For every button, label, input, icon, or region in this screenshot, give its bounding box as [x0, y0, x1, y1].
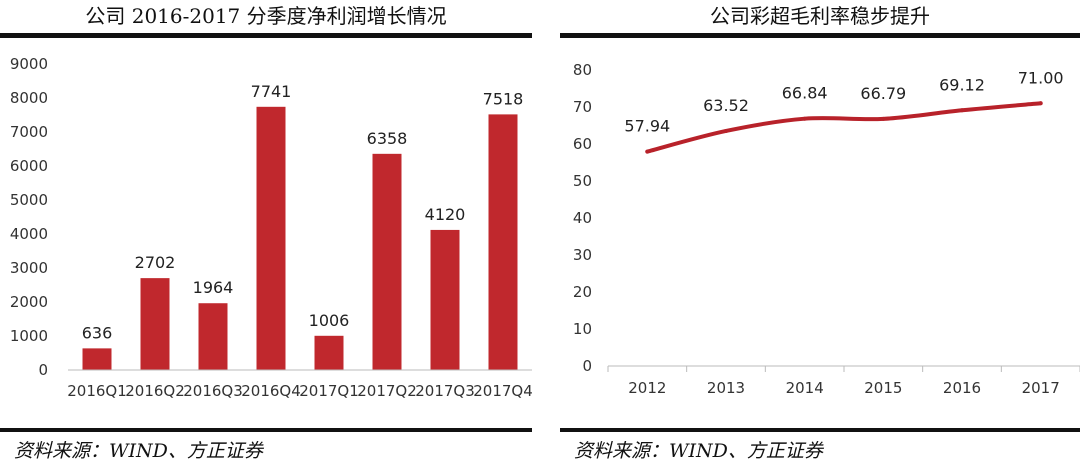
data-label: 1964	[193, 278, 234, 297]
x-tick-label: 2017Q1	[299, 382, 359, 400]
y-tick-label: 9000	[10, 55, 48, 73]
source-note: 资料来源：WIND、方正证券	[574, 440, 823, 462]
x-tick-label: 2017Q2	[357, 382, 417, 400]
x-tick-label: 2015	[864, 379, 902, 397]
data-label: 1006	[309, 311, 350, 330]
data-label: 66.84	[782, 84, 828, 103]
data-label: 63.52	[703, 96, 749, 115]
x-tick-label: 2016Q3	[183, 382, 243, 400]
source-note: 资料来源：WIND、方正证券	[14, 440, 263, 462]
bar	[198, 303, 228, 370]
y-tick-label: 0	[582, 357, 592, 375]
bar	[488, 114, 518, 370]
y-tick-label: 4000	[10, 225, 48, 243]
bottom-rule	[0, 428, 532, 432]
line-chart: 0 10 20 30 40 50 60 70 80 57.94 2012 63.52 2013 66.84…	[573, 61, 1080, 397]
bar	[82, 348, 112, 370]
x-tick-label: 2016Q4	[241, 382, 301, 400]
x-tick-label: 2016Q1	[67, 382, 127, 400]
y-tick-label: 60	[573, 135, 592, 153]
x-tick-label: 2017Q3	[415, 382, 475, 400]
data-point	[1038, 101, 1043, 106]
y-tick-label: 80	[573, 61, 592, 79]
y-tick-label: 3000	[10, 259, 48, 277]
y-tick-label: 2000	[10, 293, 48, 311]
bar	[430, 229, 460, 370]
data-label: 2702	[135, 253, 176, 272]
bar-chart-title: 公司 2016-2017 分季度净利润增长情况	[85, 4, 447, 28]
data-label: 7741	[251, 82, 292, 101]
data-label: 4120	[425, 205, 466, 224]
top-rule	[560, 33, 1080, 38]
x-tick-label: 2013	[707, 379, 745, 397]
bar-chart-panel: 公司 2016-2017 分季度净利润增长情况 0 1000 2000 3000 400…	[0, 0, 532, 466]
x-tick-label: 2017Q4	[473, 382, 532, 400]
bar	[256, 106, 286, 370]
x-tick-label: 2014	[786, 379, 824, 397]
series-line	[645, 101, 1043, 154]
data-label: 636	[82, 323, 113, 342]
y-tick-label: 20	[573, 283, 592, 301]
y-tick-label: 0	[38, 361, 48, 379]
x-tick-label: 2016	[943, 379, 981, 397]
y-tick-label: 8000	[10, 89, 48, 107]
y-tick-label: 10	[573, 320, 592, 338]
x-tick-label: 2016Q2	[125, 382, 185, 400]
y-tick-label: 5000	[10, 191, 48, 209]
data-point	[645, 149, 650, 154]
data-point	[960, 108, 964, 113]
y-tick-label: 50	[573, 172, 592, 190]
bar	[140, 278, 170, 370]
top-rule	[0, 33, 532, 38]
y-tick-label: 1000	[10, 327, 48, 345]
bar	[314, 335, 344, 370]
data-label: 69.12	[939, 75, 985, 94]
data-point	[881, 116, 886, 121]
data-label: 71.00	[1018, 68, 1064, 87]
x-tick-label: 2017	[1022, 379, 1060, 397]
data-label: 6358	[367, 129, 408, 148]
bottom-rule	[560, 428, 1080, 432]
y-tick-label: 7000	[10, 123, 48, 141]
data-label: 7518	[483, 89, 524, 108]
data-label: 57.94	[624, 117, 670, 136]
data-label: 66.79	[860, 84, 906, 103]
y-tick-label: 70	[573, 98, 592, 116]
y-tick-label: 6000	[10, 157, 48, 175]
x-tick-label: 2012	[628, 379, 666, 397]
bar	[372, 153, 402, 370]
line-chart-panel: 公司彩超毛利率稳步提升 0 10 20 30 40 50 60 70 80 57.94 2012 63…	[560, 0, 1080, 466]
data-point	[724, 128, 728, 133]
bar-chart: 0 1000 2000 3000 4000 5000 6000 7000 8000 9000 636…	[10, 55, 532, 400]
y-tick-label: 30	[573, 246, 592, 264]
line-chart-title: 公司彩超毛利率稳步提升	[710, 4, 930, 28]
data-point	[802, 116, 807, 121]
y-tick-label: 40	[573, 209, 592, 227]
